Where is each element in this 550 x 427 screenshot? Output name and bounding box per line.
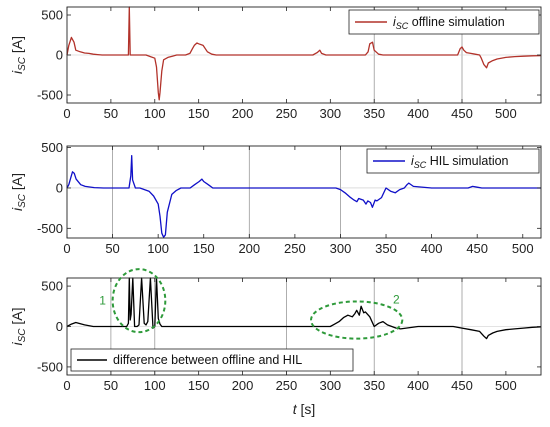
legend-rest: HIL simulation xyxy=(426,154,508,168)
x-tick-label: 400 xyxy=(407,106,429,121)
x-tick-label: 150 xyxy=(188,378,210,393)
legend-subscript: SC xyxy=(414,160,427,170)
x-tick-label: 100 xyxy=(147,241,169,256)
y-tick-label: -500 xyxy=(37,221,63,236)
legend: iSC HIL simulation xyxy=(366,148,540,174)
series-line xyxy=(66,6,542,101)
x-label-unit: [s] xyxy=(297,401,316,417)
x-tick-label: 500 xyxy=(495,106,517,121)
y-label-subscript: SC xyxy=(17,56,28,71)
annotation-ellipse-1 xyxy=(111,268,167,334)
x-tick-label: 200 xyxy=(232,378,254,393)
panel-3: 0 50 100 150 200 250 300 350 400 450 500-5000500iS… xyxy=(9,268,542,417)
plot-frame xyxy=(66,145,542,239)
x-tick-label: 150 xyxy=(193,241,215,256)
x-tick-label: 400 xyxy=(407,378,429,393)
x-tick-label: 450 xyxy=(451,106,473,121)
legend-box xyxy=(366,148,540,174)
y-label-unit: [A] xyxy=(9,307,25,328)
y-tick-label: 500 xyxy=(41,140,63,155)
annotation-ellipse-2 xyxy=(310,300,404,340)
y-label-symbol: i xyxy=(9,342,25,346)
x-tick-label: 450 xyxy=(466,241,488,256)
x-tick-label: 50 xyxy=(104,378,118,393)
series-line xyxy=(66,155,541,238)
y-axis-label: iSC [A] xyxy=(9,36,28,74)
x-tick-label: 300 xyxy=(330,241,352,256)
annotation-label-1: 1 xyxy=(99,294,106,308)
x-tick-label: 450 xyxy=(451,378,473,393)
panel-1: 0 50 100 150 200 250 300 350 400 450 500-5000500iS… xyxy=(9,6,542,121)
x-label-symbol: t xyxy=(293,401,298,417)
x-tick-label: 250 xyxy=(284,241,306,256)
x-tick-label: 0 xyxy=(63,106,70,121)
y-tick-label: 500 xyxy=(41,279,63,294)
y-axis-label: iSC [A] xyxy=(9,173,28,211)
x-tick-label: 250 xyxy=(276,106,298,121)
x-tick-label: 100 xyxy=(144,106,166,121)
annotation-label-2: 2 xyxy=(393,292,400,306)
y-label-symbol: i xyxy=(9,207,25,211)
legend: difference between offline and HIL xyxy=(70,348,354,372)
x-tick-label: 300 xyxy=(319,378,341,393)
x-tick-label: 100 xyxy=(144,378,166,393)
x-axis-label: t [s] xyxy=(293,401,316,417)
y-axis-label: iSC [A] xyxy=(9,307,28,345)
legend-subscript: SC xyxy=(396,21,409,31)
y-label-symbol: i xyxy=(9,70,25,74)
legend-symbol: i xyxy=(393,15,397,29)
x-tick-label: 400 xyxy=(421,241,443,256)
legend-label: iSC HIL simulation xyxy=(411,154,509,170)
legend-label: difference between offline and HIL xyxy=(113,353,302,367)
x-tick-label: 200 xyxy=(238,241,260,256)
y-tick-label: -500 xyxy=(37,88,63,103)
y-tick-label: 0 xyxy=(56,180,63,195)
y-tick-label: 0 xyxy=(56,48,63,63)
legend-rest: offline simulation xyxy=(408,15,504,29)
x-tick-label: 250 xyxy=(276,378,298,393)
y-label-subscript: SC xyxy=(17,193,28,208)
x-tick-label: 0 xyxy=(63,241,70,256)
panel-2: 0 50 100 150 200 250 300 350 400 450 500-5000500iS… xyxy=(9,140,542,256)
x-tick-label: 200 xyxy=(232,106,254,121)
x-tick-label: 50 xyxy=(105,241,119,256)
y-label-subscript: SC xyxy=(17,328,28,343)
legend-box xyxy=(70,348,354,372)
y-label-unit: [A] xyxy=(9,36,25,57)
y-tick-label: -500 xyxy=(37,359,63,374)
x-tick-label: 350 xyxy=(363,378,385,393)
x-tick-label: 350 xyxy=(363,106,385,121)
y-label-unit: [A] xyxy=(9,173,25,194)
legend-symbol: i xyxy=(411,154,415,168)
x-tick-label: 0 xyxy=(63,378,70,393)
x-tick-label: 150 xyxy=(188,106,210,121)
legend-label: iSC offline simulation xyxy=(393,15,505,31)
y-tick-label: 500 xyxy=(41,8,63,23)
x-tick-label: 500 xyxy=(512,241,534,256)
legend: iSC offline simulation xyxy=(348,9,540,35)
y-tick-label: 0 xyxy=(56,319,63,334)
x-tick-label: 50 xyxy=(104,106,118,121)
x-tick-label: 300 xyxy=(319,106,341,121)
x-tick-label: 500 xyxy=(495,378,517,393)
x-tick-label: 350 xyxy=(375,241,397,256)
series-line xyxy=(66,277,542,340)
